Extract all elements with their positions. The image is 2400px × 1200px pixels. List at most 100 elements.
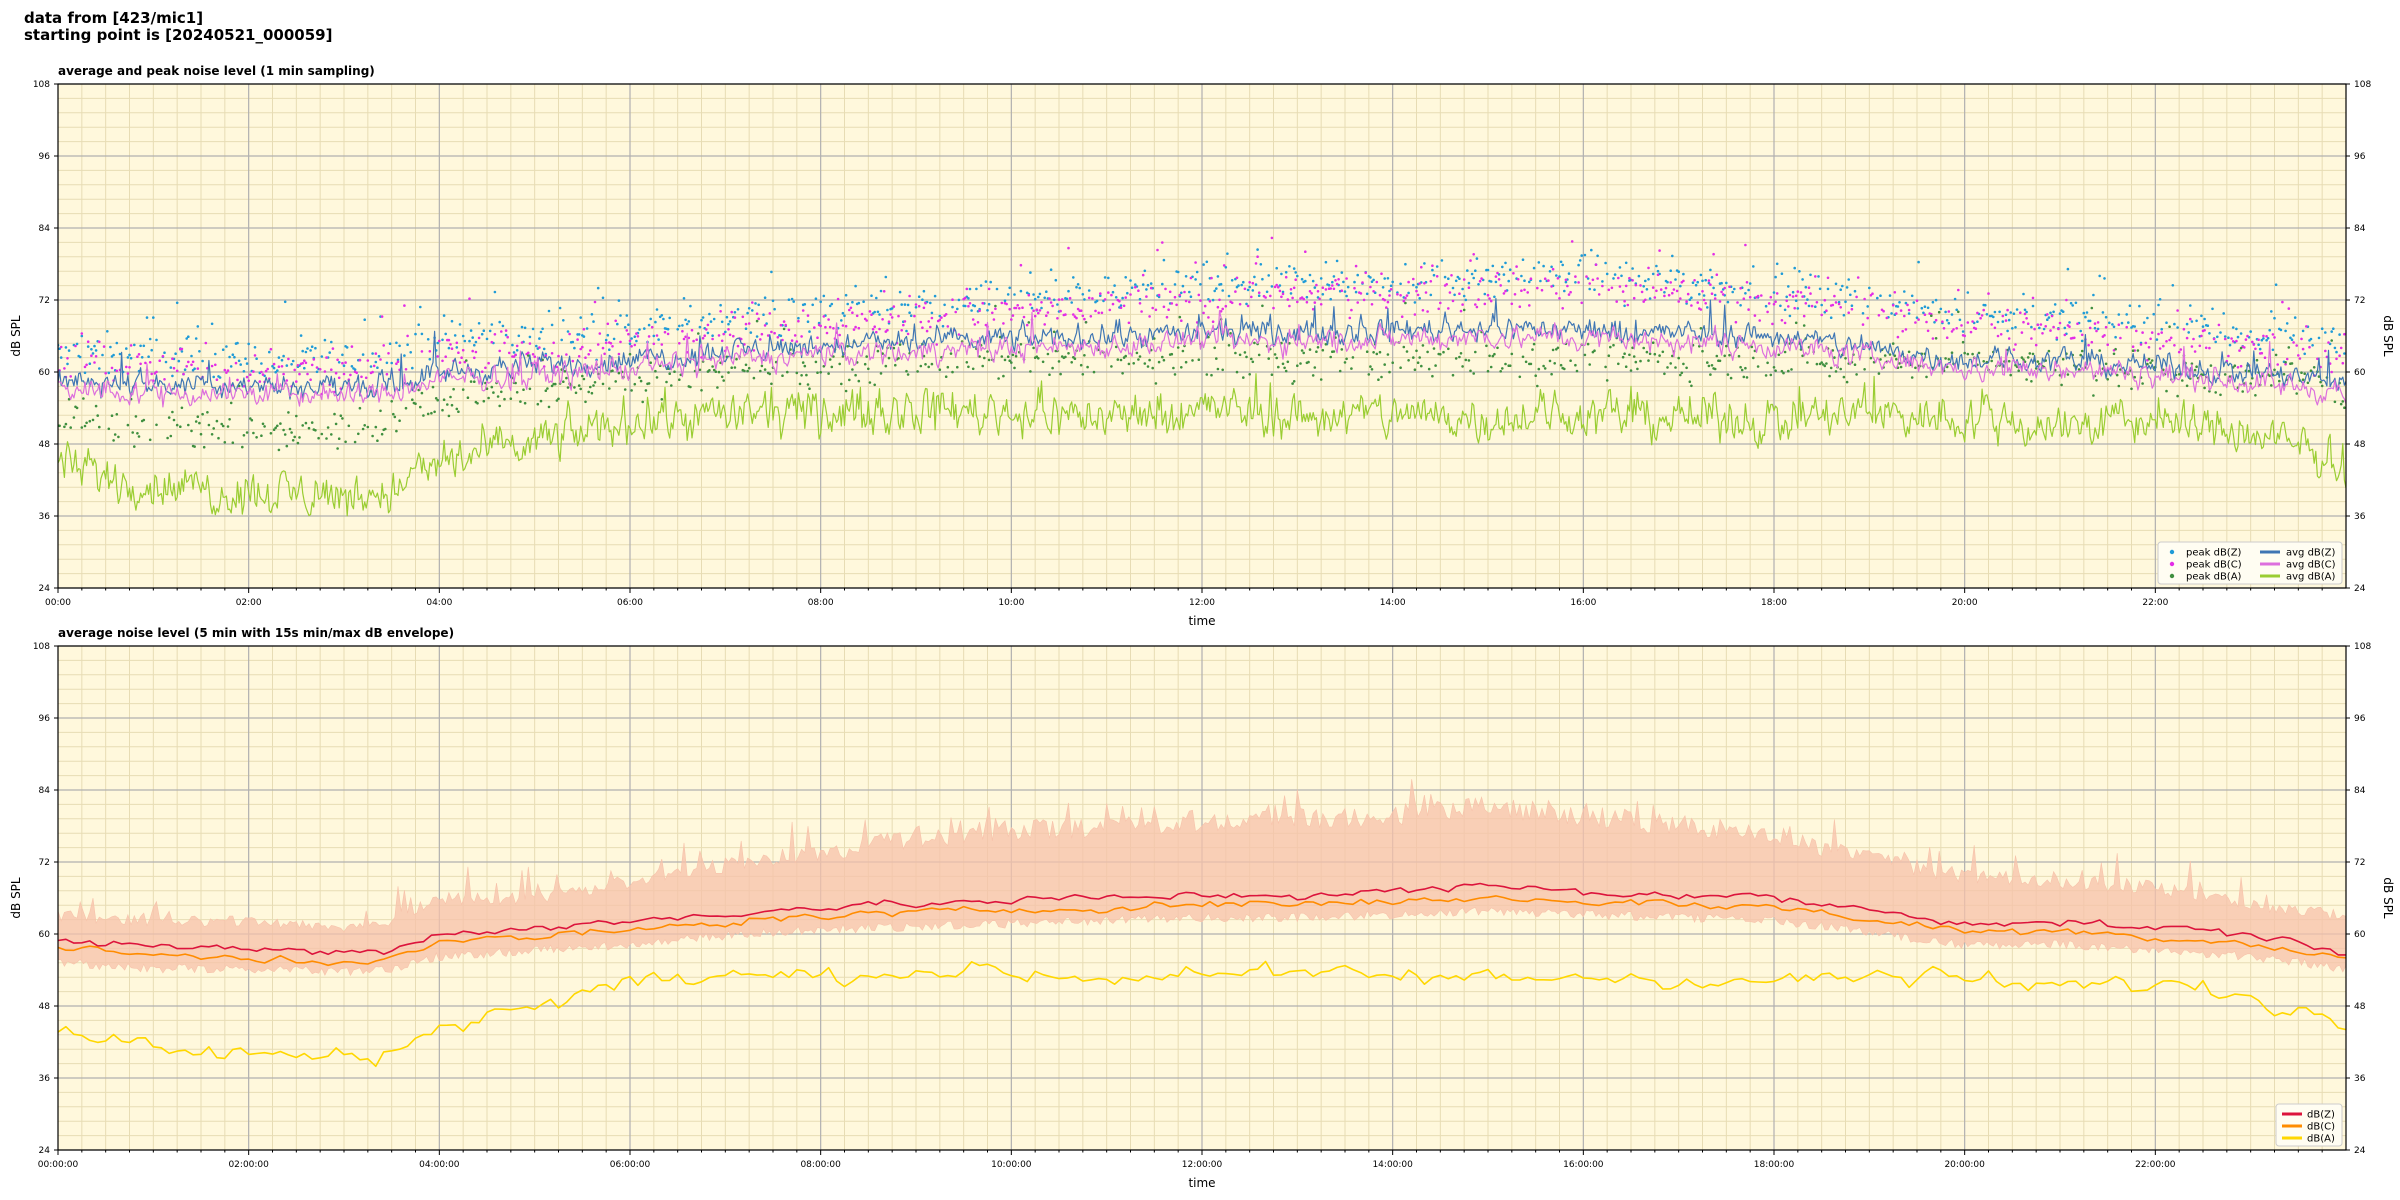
point-peak-db-a	[2309, 369, 2313, 373]
point-peak-db-c	[929, 325, 932, 329]
point-peak-db-z	[1961, 330, 1965, 333]
point-peak-db-a	[1966, 352, 1970, 356]
point-peak-db-a	[2268, 374, 2271, 378]
point-peak-db-a	[287, 411, 290, 414]
point-peak-db-z	[684, 318, 687, 322]
point-peak-db-a	[1442, 350, 1445, 354]
point-peak-db-c	[1488, 297, 1491, 300]
point-peak-db-z	[596, 286, 600, 290]
point-peak-db-c	[743, 343, 746, 346]
point-peak-db-a	[1623, 352, 1626, 356]
point-peak-db-z	[304, 350, 308, 354]
point-peak-db-c	[984, 323, 988, 327]
point-peak-db-a	[1990, 359, 1993, 363]
point-peak-db-a	[1345, 357, 1348, 361]
point-peak-db-c	[1747, 308, 1750, 311]
point-peak-db-z	[1288, 265, 1291, 268]
point-peak-db-a	[844, 389, 848, 393]
point-peak-db-c	[1710, 292, 1714, 296]
x-tick-label: 20:00:00	[1944, 1160, 1985, 1170]
point-peak-db-z	[1993, 310, 1997, 314]
point-peak-db-z	[1056, 303, 1059, 306]
point-peak-db-a	[1407, 359, 1410, 362]
point-peak-db-c	[1701, 290, 1704, 293]
point-peak-db-a	[800, 374, 803, 377]
point-peak-db-z	[419, 305, 422, 309]
point-peak-db-c	[965, 287, 969, 291]
point-peak-db-c	[1567, 293, 1571, 296]
point-peak-db-z	[1685, 302, 1688, 305]
point-peak-db-c	[1769, 295, 1773, 299]
point-peak-db-a	[1459, 352, 1463, 355]
point-peak-db-c	[1235, 276, 1239, 280]
point-peak-db-z	[528, 335, 532, 339]
point-peak-db-c	[1164, 287, 1167, 291]
point-peak-db-c	[1162, 305, 1166, 309]
point-peak-db-c	[841, 324, 845, 327]
point-peak-db-a	[760, 364, 764, 368]
point-peak-db-c	[1288, 304, 1291, 308]
point-peak-db-z	[1744, 292, 1747, 295]
point-peak-db-c	[1238, 302, 1242, 306]
point-peak-db-c	[1686, 292, 1690, 296]
point-peak-db-a	[1491, 354, 1495, 358]
point-peak-db-a	[241, 445, 244, 449]
point-peak-db-c	[2076, 322, 2079, 326]
point-peak-db-z	[1219, 282, 1223, 286]
point-peak-db-z	[2069, 301, 2073, 305]
point-peak-db-c	[1510, 302, 1514, 306]
point-peak-db-c	[824, 325, 827, 329]
point-peak-db-c	[1010, 318, 1013, 321]
point-peak-db-a	[2106, 378, 2109, 381]
point-peak-db-z	[687, 320, 691, 323]
point-peak-db-z	[290, 363, 293, 366]
point-peak-db-z	[245, 362, 249, 365]
point-peak-db-c	[1850, 307, 1854, 311]
point-peak-db-z	[1284, 271, 1288, 274]
point-peak-db-c	[1173, 295, 1177, 299]
point-peak-db-c	[1272, 306, 1275, 310]
point-peak-db-z	[1912, 301, 1916, 304]
point-peak-db-z	[1327, 284, 1331, 287]
point-peak-db-a	[1286, 360, 1290, 364]
point-peak-db-z	[1227, 294, 1231, 298]
point-peak-db-c	[1345, 277, 1348, 280]
point-peak-db-c	[2057, 327, 2060, 331]
point-peak-db-c	[1901, 329, 1904, 333]
point-peak-db-z	[268, 350, 271, 354]
point-peak-db-z	[747, 307, 751, 310]
point-peak-db-a	[1910, 376, 1914, 379]
point-peak-db-a	[795, 371, 799, 375]
point-peak-db-z	[1474, 269, 1477, 273]
point-peak-db-z	[808, 330, 811, 333]
point-peak-db-a	[2339, 402, 2343, 406]
point-peak-db-z	[1890, 312, 1893, 315]
point-peak-db-c	[927, 320, 930, 323]
point-peak-db-a	[1661, 350, 1665, 354]
point-peak-db-a	[1723, 354, 1726, 358]
point-peak-db-z	[420, 332, 424, 336]
series-db-c	[58, 895, 2346, 967]
point-peak-db-z	[1246, 288, 1250, 292]
point-peak-db-c	[719, 310, 722, 313]
point-peak-db-c	[1651, 286, 1655, 289]
point-peak-db-a	[708, 369, 711, 372]
point-peak-db-c	[2193, 350, 2197, 353]
point-peak-db-c	[506, 335, 510, 339]
point-peak-db-a	[1132, 362, 1135, 365]
point-peak-db-a	[1092, 370, 1096, 374]
point-peak-db-a	[260, 434, 263, 438]
point-peak-db-a	[1173, 373, 1177, 376]
point-peak-db-c	[964, 296, 967, 300]
point-peak-db-z	[922, 289, 926, 293]
point-peak-db-c	[1111, 302, 1115, 306]
point-peak-db-c	[1280, 295, 1283, 299]
point-peak-db-a	[1420, 364, 1423, 368]
point-peak-db-c	[1413, 313, 1417, 316]
point-peak-db-a	[1891, 342, 1895, 345]
point-peak-db-a	[1688, 380, 1692, 384]
point-peak-db-a	[2066, 373, 2070, 376]
point-peak-db-z	[1702, 294, 1706, 297]
point-peak-db-z	[1216, 275, 1220, 278]
point-peak-db-a	[1372, 351, 1375, 354]
